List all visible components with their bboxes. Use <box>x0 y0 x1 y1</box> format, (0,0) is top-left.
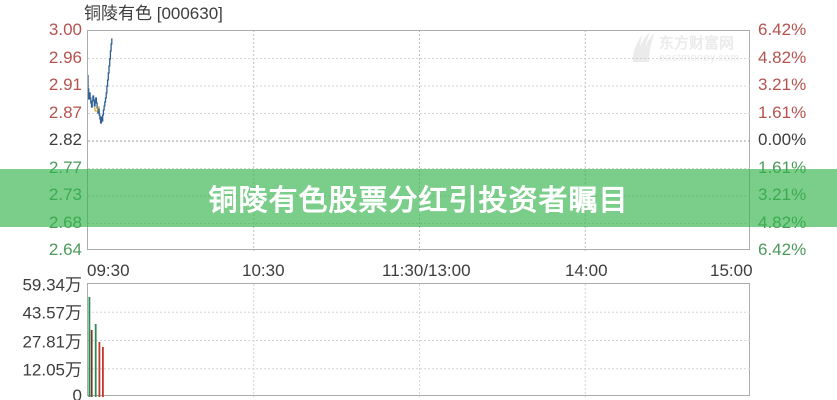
svg-text:东方财富网: 东方财富网 <box>659 34 734 52</box>
svg-text:eastmoney.com: eastmoney.com <box>659 52 740 64</box>
